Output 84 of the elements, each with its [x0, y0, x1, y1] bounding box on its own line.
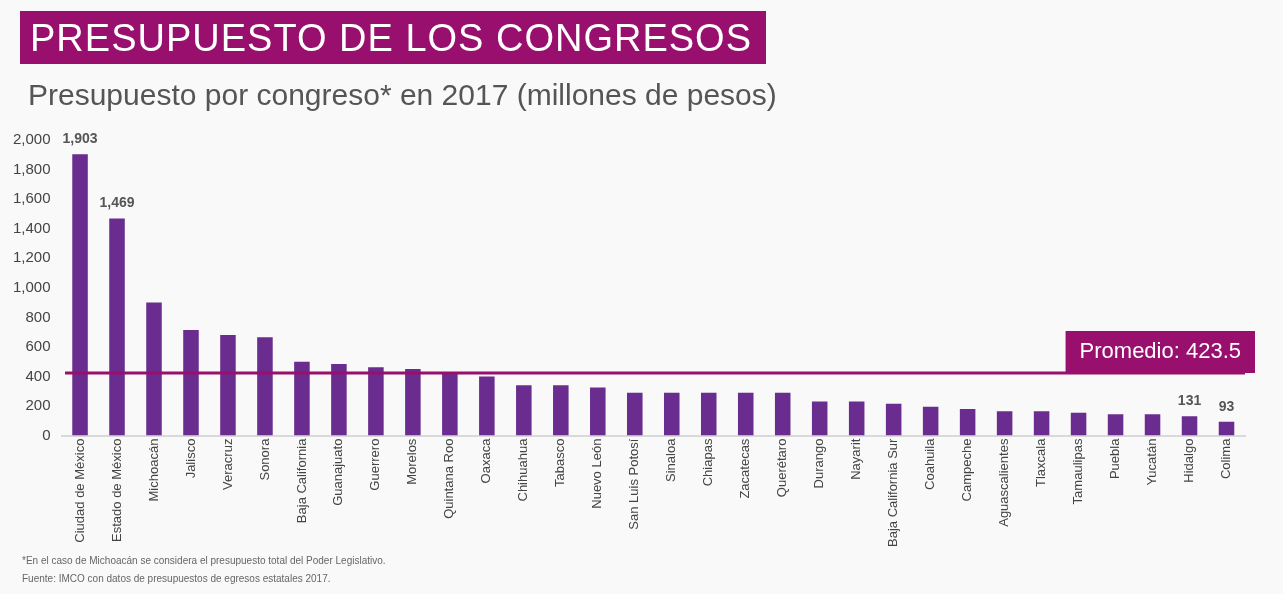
bar [257, 337, 273, 436]
bar [331, 363, 347, 436]
bar [774, 392, 791, 436]
bar [183, 329, 199, 436]
x-tick-label: Sinaloa [663, 437, 679, 482]
bar [1144, 414, 1161, 436]
x-tick-label: Nayarit [848, 438, 864, 480]
x-tick-label: Guerrero [367, 438, 383, 491]
bar [700, 392, 717, 436]
x-tick-label: Chiapas [700, 438, 716, 487]
bar [885, 403, 902, 436]
source-note: Fuente: IMCO con datos de presupuestos de egresos estatales 2017. [22, 572, 332, 586]
bar [516, 385, 532, 436]
y-tick-label: 1,800 [12, 159, 51, 177]
x-tick-label: Yucatán [1144, 438, 1160, 486]
x-tick-label: Quintana Roo [441, 438, 457, 519]
x-tick-label: Baja California Sur [885, 437, 901, 547]
x-tick-label: Colima [1218, 437, 1234, 480]
x-tick-label: Veracruz [219, 438, 235, 490]
y-tick-label: 2,000 [12, 130, 51, 148]
x-tick-label: Estado de México [108, 438, 124, 542]
bar [848, 401, 865, 436]
bar [1181, 416, 1198, 436]
data-label: 1,469 [99, 194, 135, 211]
bar [72, 154, 88, 436]
x-tick-label: Durango [811, 438, 827, 489]
x-tick-label: Querétaro [774, 438, 790, 498]
bar [737, 392, 754, 436]
bar [663, 392, 680, 436]
y-tick-label: 200 [25, 396, 51, 414]
x-tick-label: Chihuahua [515, 437, 531, 502]
bar [442, 373, 458, 436]
x-tick-label: Nuevo León [589, 438, 605, 509]
x-tick-label: Coahuila [922, 437, 938, 490]
bar [811, 401, 828, 436]
y-tick-label: 1,000 [12, 277, 51, 295]
data-label: 1,903 [62, 130, 98, 147]
y-tick-label: 800 [25, 307, 51, 325]
chart-title: PRESUPUESTO DE LOS CONGRESOS [20, 11, 767, 64]
y-tick-label: 0 [42, 425, 51, 443]
x-tick-label: Aguascalientes [996, 438, 1012, 527]
chart-subtitle: Presupuesto por congreso* en 2017 (millones de pesos) [28, 78, 777, 112]
bar [959, 409, 976, 436]
x-tick-label: Ciudad de México [71, 438, 87, 543]
x-tick-label: Tabasco [552, 438, 568, 488]
y-tick-label: 1,400 [12, 218, 51, 236]
data-label: 131 [1177, 392, 1202, 409]
bar [1033, 411, 1050, 436]
bar [109, 218, 125, 436]
x-tick-label: Campeche [959, 438, 975, 502]
bar [1107, 414, 1124, 436]
x-tick-label: Michoacán [145, 438, 161, 502]
x-tick-label: Oaxaca [478, 437, 494, 484]
bar [146, 302, 162, 436]
bar [922, 406, 939, 436]
x-tick-label: Guanajuato [330, 438, 346, 506]
data-label: 93 [1218, 397, 1235, 414]
bar [368, 367, 384, 436]
bar [220, 335, 236, 436]
bar [1070, 412, 1087, 436]
x-tick-label: Baja California [293, 437, 309, 524]
bar [996, 411, 1013, 436]
x-tick-label: Puebla [1107, 437, 1123, 480]
bar [479, 376, 495, 436]
x-tick-label: Jalisco [182, 438, 198, 479]
y-tick-label: 400 [25, 366, 51, 384]
x-tick-label: Hidalgo [1181, 438, 1197, 483]
x-tick-label: Tlaxcala [1033, 437, 1049, 488]
ref-line-label: Promedio: 423.5 [1079, 338, 1241, 364]
x-tick-label: Sonora [256, 437, 272, 481]
y-tick-label: 600 [25, 337, 51, 355]
x-tick-label: Zacatecas [737, 438, 753, 499]
bar [294, 361, 310, 436]
x-tick-label: Tamaulipas [1070, 438, 1086, 505]
bar [627, 392, 643, 436]
x-tick-label: San Luis Potosí [626, 438, 642, 530]
bar [590, 387, 606, 436]
y-tick-label: 1,200 [12, 248, 51, 266]
text: *En el caso de Michoacán se considera el presupuesto total del Poder Legislativo. [22, 554, 386, 568]
y-tick-label: 1,600 [12, 189, 51, 207]
bar [553, 385, 569, 436]
x-tick-label: Morelos [404, 438, 420, 485]
bar [1218, 421, 1235, 436]
bar [405, 369, 421, 436]
